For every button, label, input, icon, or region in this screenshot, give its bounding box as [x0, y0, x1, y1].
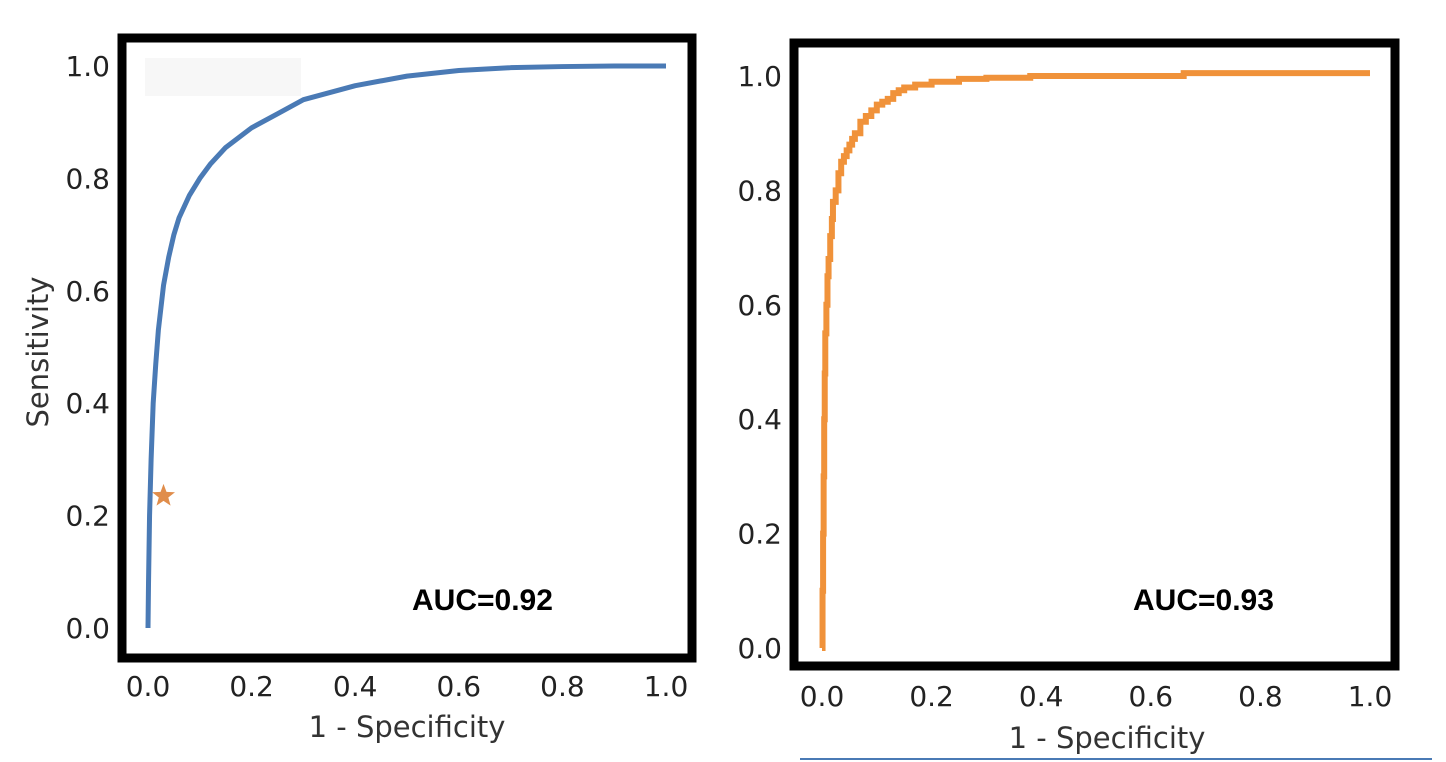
operating-point-star-icon [152, 483, 175, 506]
y-tick-label: 0.0 [65, 612, 110, 645]
x-tick-label: 0.8 [540, 670, 585, 703]
x-tick-label: 0.2 [909, 680, 954, 713]
title-mask [145, 58, 301, 96]
y-tick-label: 0.8 [65, 162, 110, 195]
y-axis-label-left: Sensitivity [21, 277, 55, 428]
y-tick-label: 0.2 [737, 518, 782, 551]
x-tick-label: 0.6 [1129, 680, 1174, 713]
x-tick-label: 0.4 [1019, 680, 1064, 713]
plot-frame-left [117, 33, 697, 663]
x-tick-label: 0.4 [333, 670, 378, 703]
y-tick-label: 0.8 [737, 174, 782, 207]
y-tick-label: 0.4 [65, 387, 110, 420]
auc-annotation-right: AUC=0.93 [1133, 584, 1274, 617]
x-tick-label: 0.0 [126, 670, 171, 703]
roc-panel-right: 0.0 0.2 0.4 0.6 0.8 1.0 0.0 0.2 0.4 0.6 0.8 1.0 AU… [737, 38, 1432, 760]
y-tick-label: 0.6 [65, 275, 110, 308]
roc-panel-left: 0.0 0.2 0.4 0.6 0.8 1.0 0.0 0.2 0.4 0.6 0.8 1.0 AU… [21, 33, 697, 744]
x-tick-label: 0.2 [229, 670, 274, 703]
x-tick-label: 1.0 [1348, 680, 1393, 713]
y-tick-label: 1.0 [65, 50, 110, 83]
x-tick-label: 0.8 [1238, 680, 1283, 713]
roc-curve-left [145, 63, 666, 629]
plot-frame-right [789, 38, 1400, 671]
y-tick-label: 0.0 [737, 632, 782, 665]
y-tick-label: 0.6 [737, 289, 782, 322]
x-tick-label: 0.0 [800, 680, 845, 713]
x-axis-label-right: 1 - Specificity [1009, 721, 1206, 755]
x-axis-label-left: 1 - Specificity [309, 710, 506, 744]
y-tick-label: 0.4 [737, 403, 782, 436]
auc-annotation-left: AUC=0.92 [412, 584, 553, 617]
y-tick-label: 1.0 [737, 60, 782, 93]
roc-curve-right [819, 70, 1370, 651]
x-tick-label: 0.6 [437, 670, 482, 703]
x-tick-label: 1.0 [644, 670, 689, 703]
y-tick-label: 0.2 [65, 500, 110, 533]
